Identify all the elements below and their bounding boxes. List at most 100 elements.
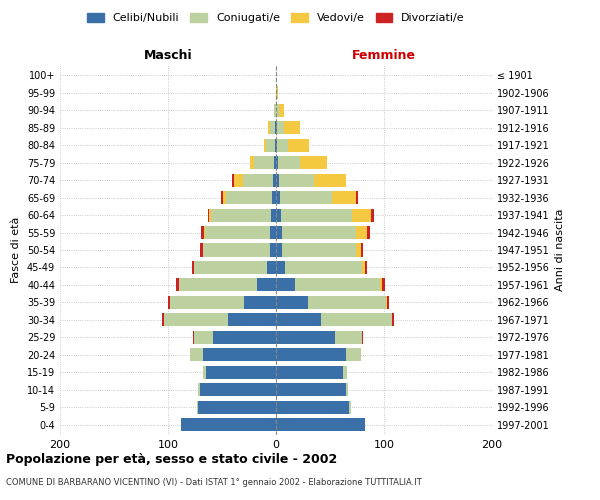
Bar	[276, 138, 277, 152]
Bar	[386, 296, 387, 309]
Bar	[275, 122, 276, 134]
Bar	[276, 330, 335, 344]
Bar	[221, 191, 223, 204]
Bar	[279, 174, 314, 186]
Legend: Celibi/Nubili, Coniugati/e, Vedovi/e, Divorziati/e: Celibi/Nubili, Coniugati/e, Vedovi/e, Di…	[83, 8, 469, 28]
Bar	[226, 191, 272, 204]
Bar	[273, 174, 276, 186]
Bar	[203, 244, 269, 256]
Bar	[283, 244, 356, 256]
Bar	[164, 314, 229, 326]
Y-axis label: Anni di nascita: Anni di nascita	[555, 209, 565, 291]
Bar	[197, 400, 198, 413]
Bar	[209, 208, 211, 222]
Bar	[269, 122, 275, 134]
Bar	[367, 226, 370, 239]
Bar	[214, 330, 276, 344]
Bar	[365, 261, 367, 274]
Bar	[193, 330, 194, 344]
Bar	[283, 226, 356, 239]
Bar	[223, 191, 226, 204]
Bar	[284, 122, 300, 134]
Bar	[242, 174, 273, 186]
Bar	[361, 244, 364, 256]
Bar	[176, 278, 179, 291]
Bar	[276, 366, 343, 378]
Bar	[203, 226, 205, 239]
Bar	[274, 104, 276, 117]
Text: Maschi: Maschi	[143, 50, 193, 62]
Bar	[203, 348, 276, 362]
Bar	[332, 191, 356, 204]
Bar	[314, 174, 346, 186]
Text: COMUNE DI BARBARANO VICENTINO (VI) - Dati ISTAT 1° gennaio 2002 - Elaborazione T: COMUNE DI BARBARANO VICENTINO (VI) - Dat…	[6, 478, 422, 487]
Bar	[279, 104, 284, 117]
Bar	[387, 296, 389, 309]
Bar	[276, 174, 279, 186]
Bar	[356, 226, 367, 239]
Bar	[277, 86, 278, 100]
Bar	[276, 278, 295, 291]
Bar	[254, 156, 274, 170]
Bar	[181, 418, 276, 431]
Bar	[198, 383, 200, 396]
Bar	[278, 156, 300, 170]
Bar	[277, 122, 284, 134]
Bar	[275, 138, 276, 152]
Bar	[268, 261, 276, 274]
Bar	[276, 86, 277, 100]
Bar	[276, 226, 283, 239]
Bar	[250, 156, 254, 170]
Y-axis label: Fasce di età: Fasce di età	[11, 217, 21, 283]
Bar	[211, 208, 271, 222]
Bar	[272, 191, 276, 204]
Bar	[206, 366, 276, 378]
Bar	[356, 244, 361, 256]
Bar	[276, 383, 346, 396]
Bar	[192, 261, 194, 274]
Bar	[356, 191, 358, 204]
Bar	[194, 330, 214, 344]
Bar	[208, 208, 209, 222]
Bar	[194, 261, 268, 274]
Bar	[277, 138, 288, 152]
Bar	[276, 191, 280, 204]
Bar	[382, 278, 385, 291]
Bar	[295, 278, 380, 291]
Bar	[232, 174, 234, 186]
Bar	[264, 138, 266, 152]
Bar	[308, 296, 386, 309]
Bar	[352, 208, 371, 222]
Bar	[276, 348, 346, 362]
Bar	[168, 296, 170, 309]
Bar	[276, 296, 308, 309]
Bar	[280, 191, 332, 204]
Bar	[257, 278, 276, 291]
Bar	[198, 400, 276, 413]
Bar	[179, 278, 257, 291]
Bar	[268, 122, 269, 134]
Bar	[190, 348, 203, 362]
Text: Popolazione per età, sesso e stato civile - 2002: Popolazione per età, sesso e stato civil…	[6, 452, 337, 466]
Bar	[229, 314, 276, 326]
Bar	[276, 261, 284, 274]
Bar	[362, 261, 365, 274]
Bar	[234, 174, 242, 186]
Bar	[276, 314, 322, 326]
Bar	[392, 314, 394, 326]
Bar	[281, 208, 352, 222]
Bar	[343, 366, 347, 378]
Bar	[276, 418, 365, 431]
Bar	[203, 366, 206, 378]
Bar	[276, 104, 279, 117]
Bar	[346, 348, 361, 362]
Bar	[205, 226, 269, 239]
Bar	[200, 383, 276, 396]
Bar	[346, 383, 349, 396]
Bar	[371, 208, 374, 222]
Bar	[276, 208, 281, 222]
Bar	[170, 296, 244, 309]
Bar	[202, 226, 203, 239]
Bar	[271, 208, 276, 222]
Bar	[269, 226, 276, 239]
